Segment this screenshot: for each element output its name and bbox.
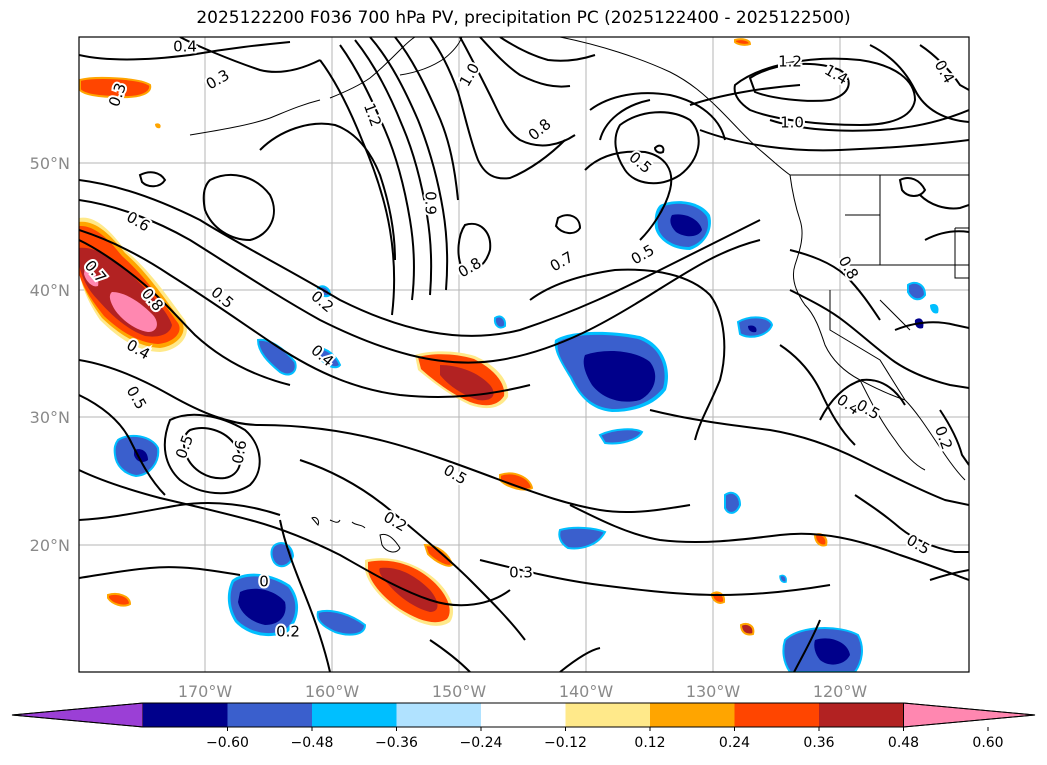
contour-label: 0	[259, 573, 269, 591]
lat-tick-label: 50°N	[30, 154, 70, 173]
pv-contours	[79, 37, 969, 672]
lat-tick-label: 40°N	[30, 281, 70, 300]
colorbar-tick-label: 0.36	[803, 735, 834, 751]
colorbar-tick-label: 0.60	[972, 735, 1003, 751]
colorbar-extend-low	[11, 702, 144, 728]
colorbar-tick-label: 0.48	[888, 735, 919, 751]
lon-tick-label: 120°W	[813, 682, 868, 701]
colorbar-segment	[819, 703, 904, 727]
lon-tick-label: 170°W	[178, 682, 233, 701]
lon-tick-label: 140°W	[559, 682, 614, 701]
colorbar-tick-label: −0.48	[291, 735, 334, 751]
lon-tick-label: 160°W	[305, 682, 360, 701]
lat-tick-label: 20°N	[30, 536, 70, 555]
colorbar-segment	[734, 703, 819, 727]
colorbar-segment	[312, 703, 397, 727]
colorbar-segment	[143, 703, 228, 727]
precip-positive-nw-small	[79, 76, 152, 99]
colorbar-tick-label: 0.12	[634, 735, 665, 751]
contour-label: 1.0	[780, 114, 804, 132]
colorbar-segment	[565, 703, 650, 727]
plot-frame	[78, 36, 970, 673]
contour-label: 0.2	[276, 623, 300, 641]
lat-tick-label: 30°N	[30, 408, 70, 427]
map-plot-area: 0.40.30.31.21.0 1.2 1.41.00.80.80.50.60.90…	[79, 37, 969, 672]
colorbar-segment	[227, 703, 312, 727]
contour-label: 0.9	[422, 191, 440, 215]
colorbar-segment	[650, 703, 735, 727]
contour-label: 1.2	[778, 53, 802, 71]
colorbar-tick-label: 0.24	[719, 735, 750, 751]
colorbar-tick-label: −0.12	[544, 735, 587, 751]
colorbar-segment	[396, 703, 481, 727]
colorbar-tick-label: −0.24	[460, 735, 503, 751]
lon-tick-label: 130°W	[686, 682, 741, 701]
longitude-ticks: 170°W 160°W 150°W 140°W 130°W 120°W	[178, 682, 868, 701]
colorbar: −0.60 −0.48 −0.36 −0.24 −0.12 0.12 0.24 0.36 0.4…	[11, 702, 1036, 751]
lon-tick-label: 150°W	[432, 682, 487, 701]
contour-label: 0.3	[509, 564, 533, 582]
colorbar-tick-label: −0.60	[206, 735, 249, 751]
latitude-ticks: 50°N 40°N 30°N 20°N	[30, 154, 70, 555]
precipitation-shading	[79, 38, 939, 672]
map-title: 2025122200 F036 700 hPa PV, precipitatio…	[196, 8, 851, 28]
colorbar-segment	[481, 703, 566, 727]
colorbar-extend-high	[903, 702, 1036, 728]
colorbar-outline	[11, 702, 1036, 728]
colorbar-tick-label: −0.36	[375, 735, 418, 751]
contour-label: 0.4	[173, 38, 197, 56]
